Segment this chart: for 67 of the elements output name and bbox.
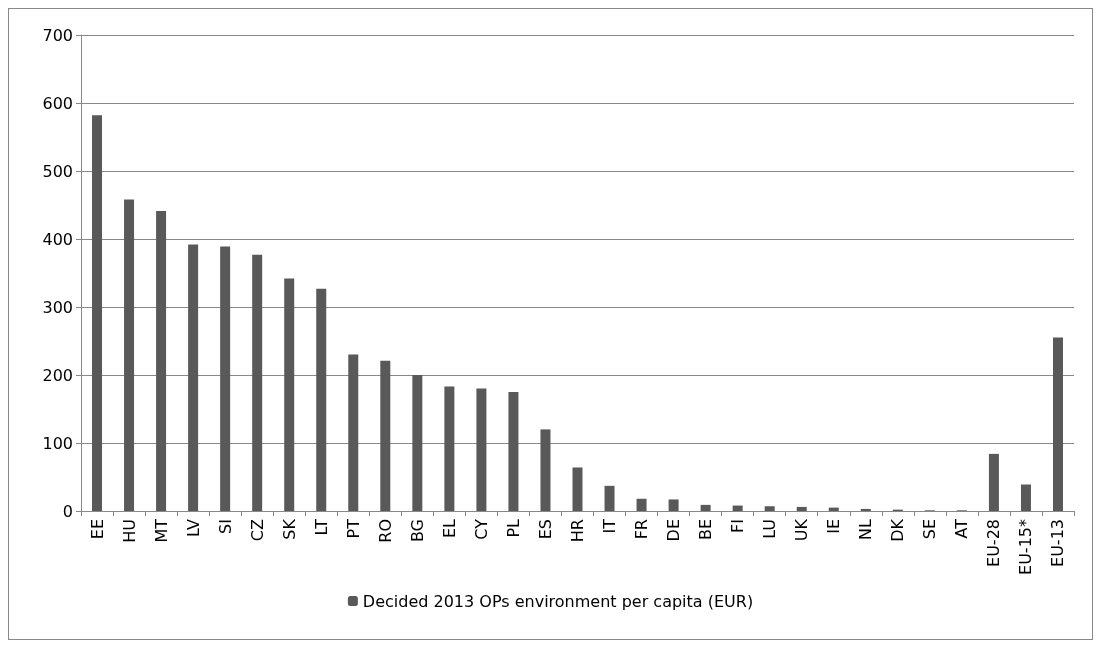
bar xyxy=(860,508,871,511)
x-tick-label: EU-13 xyxy=(1048,519,1068,567)
y-tick-label: 600 xyxy=(42,93,73,113)
bar xyxy=(284,278,295,511)
x-tick-label: HR xyxy=(568,519,587,543)
bar xyxy=(156,211,167,511)
bar xyxy=(796,506,807,511)
bar xyxy=(764,506,775,511)
x-tick-label: PT xyxy=(343,518,363,539)
x-tick-label: LU xyxy=(760,519,780,539)
x-tick-label: SK xyxy=(279,518,299,540)
bar xyxy=(92,115,103,511)
bar xyxy=(508,392,519,511)
bar xyxy=(668,499,679,511)
legend-label: Decided 2013 OPs environment per capita (EUR) xyxy=(362,591,754,611)
bar xyxy=(124,199,135,511)
x-tick-label: SE xyxy=(920,519,940,540)
x-tick-label: RO xyxy=(375,519,395,543)
y-tick-label: 200 xyxy=(42,365,73,385)
x-tick-label: FR xyxy=(632,519,652,540)
x-tick-label: FI xyxy=(728,519,748,533)
bar xyxy=(1020,484,1031,511)
x-tick-label: MT xyxy=(151,518,171,543)
x-tick-label: CY xyxy=(471,518,491,540)
y-tick-label: 700 xyxy=(42,25,73,45)
x-tick-label: SI xyxy=(215,519,235,534)
x-tick-label: NL xyxy=(856,518,876,540)
x-tick-label: HU xyxy=(119,519,139,543)
x-tick-label: DK xyxy=(888,518,908,542)
x-tick-label: EL xyxy=(439,518,459,539)
bar xyxy=(380,360,391,511)
bar xyxy=(988,453,999,511)
bar xyxy=(188,244,199,511)
x-tick-label: LV xyxy=(183,518,203,538)
bar xyxy=(636,498,647,511)
x-tick-label: IE xyxy=(824,519,844,534)
x-tick-label: EU-15* xyxy=(1016,519,1036,575)
bar xyxy=(732,505,743,511)
x-tick-label: BG xyxy=(407,519,427,543)
y-tick-label: 100 xyxy=(42,433,73,453)
x-tick-label: UK xyxy=(792,518,812,542)
x-tick-label: AT xyxy=(952,518,972,539)
x-tick-label: ES xyxy=(535,519,555,540)
y-tick-label: 300 xyxy=(42,297,73,317)
x-tick-label: EE xyxy=(87,519,107,540)
bar xyxy=(348,354,359,511)
x-tick-label: DE xyxy=(664,519,684,542)
y-tick-label: 400 xyxy=(42,229,73,249)
bar xyxy=(540,429,551,511)
bar xyxy=(220,246,231,511)
bar xyxy=(444,386,455,511)
x-tick-label: PL xyxy=(503,518,523,538)
bar xyxy=(700,504,711,511)
bar xyxy=(476,388,487,511)
bar xyxy=(316,288,327,511)
bar xyxy=(1052,337,1063,511)
x-tick-label: EU-28 xyxy=(984,519,1004,567)
y-tick-label: 500 xyxy=(42,161,73,181)
y-tick-label: 0 xyxy=(62,501,73,521)
x-tick-label: LT xyxy=(311,518,331,536)
bar xyxy=(252,254,263,511)
bar xyxy=(572,467,583,511)
bar xyxy=(412,375,423,511)
x-tick-label: CZ xyxy=(247,518,267,542)
x-tick-label: BE xyxy=(696,519,716,541)
x-tick-label: IT xyxy=(600,518,620,534)
bar xyxy=(604,485,615,511)
